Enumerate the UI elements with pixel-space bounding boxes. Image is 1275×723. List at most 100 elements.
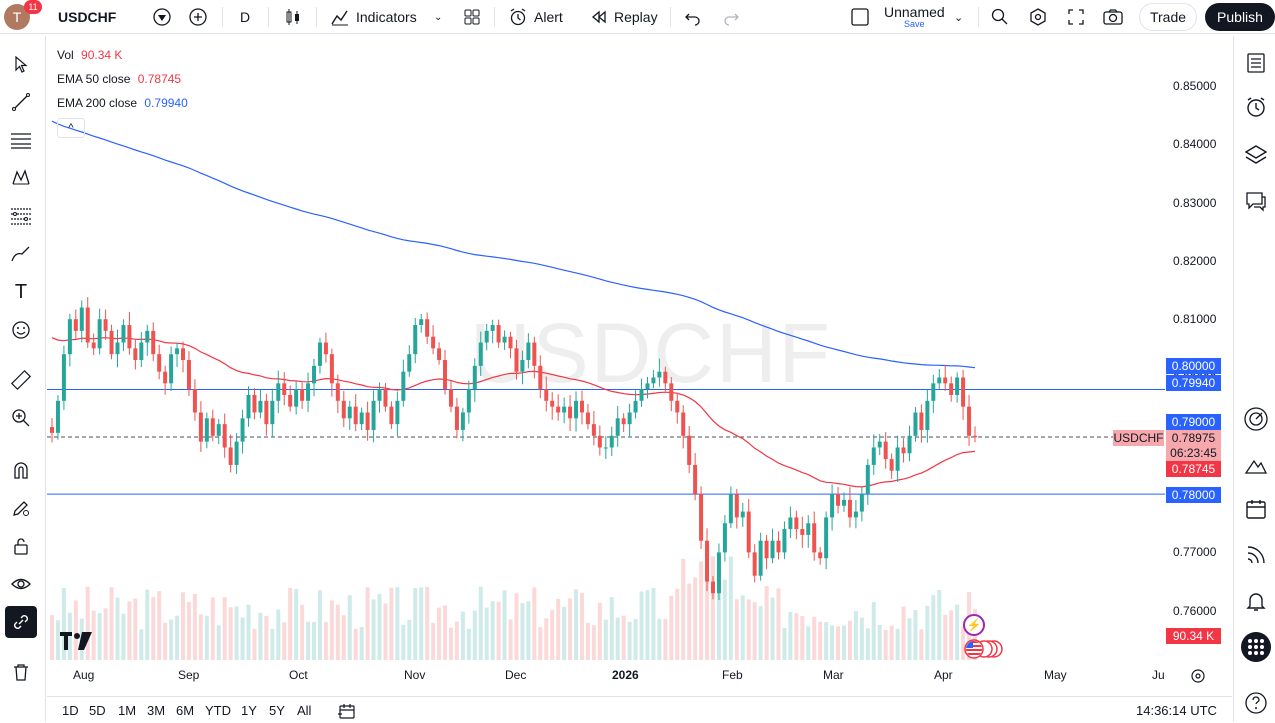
ema200-legend[interactable]: EMA 200 close 0.79940 <box>57 96 188 110</box>
alert-button[interactable]: Alert <box>508 0 563 34</box>
range-button-ytd[interactable]: YTD <box>205 703 231 718</box>
candle-body <box>127 325 132 349</box>
indicators-button[interactable]: Indicators <box>330 0 417 34</box>
candle-body <box>621 418 626 425</box>
eye-icon[interactable] <box>5 568 37 600</box>
apps-grid-icon[interactable] <box>1241 632 1271 662</box>
undo-icon[interactable] <box>684 0 702 34</box>
volume-bar <box>734 599 739 660</box>
volume-legend[interactable]: Vol 90.34 K <box>57 48 122 62</box>
notifications-bell-icon[interactable] <box>1241 586 1271 616</box>
candle-body <box>169 354 174 384</box>
candles-icon[interactable] <box>283 0 303 34</box>
favorite-icon[interactable] <box>152 0 172 34</box>
indicators-dropdown-icon[interactable]: ⌄ <box>434 11 443 23</box>
range-button-1d[interactable]: 1D <box>62 703 79 718</box>
magnet-icon[interactable] <box>5 454 37 486</box>
layout-select-icon[interactable] <box>850 0 870 34</box>
trend-line-icon[interactable] <box>5 86 37 118</box>
candle-body <box>716 552 721 594</box>
candle-body <box>949 383 954 395</box>
horizontal-lines-icon[interactable] <box>5 124 37 156</box>
candle-body <box>806 523 811 535</box>
fullscreen-icon[interactable] <box>1066 0 1086 34</box>
candle-body <box>347 406 352 419</box>
lock-icon[interactable] <box>5 530 37 562</box>
interval-button[interactable]: D <box>240 0 250 34</box>
redo-icon[interactable] <box>722 0 740 34</box>
range-button-5d[interactable]: 5D <box>89 703 106 718</box>
lock-drawing-pencil-icon[interactable] <box>5 492 37 524</box>
clock-timezone[interactable]: 14:36:14 UTC <box>1136 703 1217 718</box>
trash-icon[interactable] <box>5 656 37 688</box>
emoji-icon[interactable] <box>5 314 37 346</box>
snapshot-camera-icon[interactable] <box>1102 0 1124 34</box>
candle-body <box>317 342 322 366</box>
signal-feed-icon[interactable] <box>1241 540 1271 570</box>
cursor-icon[interactable] <box>5 48 37 80</box>
volume-bar <box>859 617 864 660</box>
help-icon[interactable] <box>1241 688 1271 718</box>
text-tool-icon[interactable]: T <box>14 280 28 303</box>
axis-settings-gear-icon[interactable] <box>1190 668 1206 689</box>
range-button-all[interactable]: All <box>297 703 312 718</box>
range-button-1m[interactable]: 1M <box>118 703 137 718</box>
layout-dropdown-icon[interactable]: ⌄ <box>954 11 964 24</box>
collapse-legend-chevron-up-icon[interactable]: ^ <box>57 118 85 138</box>
fib-retracement-icon[interactable] <box>5 200 37 232</box>
link-icon[interactable] <box>5 606 37 638</box>
templates-icon[interactable] <box>462 0 482 34</box>
ideas-triangle-icon[interactable] <box>1241 450 1271 480</box>
volume-bar <box>943 614 948 660</box>
replay-button[interactable]: Replay <box>590 0 658 34</box>
range-button-6m[interactable]: 6M <box>176 703 195 718</box>
candle-body <box>67 319 72 355</box>
candle-body <box>907 435 912 454</box>
tradingview-logo[interactable] <box>60 632 92 655</box>
watchlist-icon[interactable] <box>1241 48 1271 78</box>
range-button-3m[interactable]: 3M <box>147 703 166 718</box>
volume-bar <box>157 591 162 660</box>
volume-bar <box>234 606 239 660</box>
candle-body <box>758 540 763 576</box>
calendar-icon[interactable] <box>1241 494 1271 524</box>
event-lightning-icon[interactable]: ⚡ <box>963 614 985 636</box>
candle-body <box>532 342 537 366</box>
ema50-legend[interactable]: EMA 50 close 0.78745 <box>57 72 181 86</box>
volume-bar <box>163 622 168 660</box>
compare-symbol-icon[interactable] <box>188 0 208 34</box>
alerts-clock-icon[interactable] <box>1241 92 1271 122</box>
volume-bar <box>276 609 281 660</box>
chat-icon[interactable] <box>1241 186 1271 216</box>
candle-body <box>383 389 388 407</box>
date-range-calendar-icon[interactable] <box>338 702 356 723</box>
layout-name-button[interactable]: Unnamed Save <box>884 0 945 34</box>
candle-body <box>389 406 394 425</box>
candle-body <box>55 400 60 433</box>
zoom-in-icon[interactable] <box>5 402 37 434</box>
candle-body <box>502 336 507 343</box>
us-economic-events-flag-icon[interactable] <box>963 638 1003 665</box>
layers-icon[interactable] <box>1241 140 1271 170</box>
price-axis-label: 0.84000 <box>1173 137 1217 152</box>
symbol-search[interactable]: USDCHF <box>58 0 116 34</box>
interval-label: D <box>240 9 251 25</box>
pattern-icon[interactable] <box>5 162 37 194</box>
brush-icon[interactable] <box>5 238 37 270</box>
settings-gear-icon[interactable] <box>1028 0 1048 34</box>
candle-body <box>282 383 287 395</box>
volume-bar <box>389 587 394 660</box>
trade-button[interactable]: Trade <box>1139 3 1197 31</box>
range-button-5y[interactable]: 5Y <box>269 703 285 718</box>
ruler-icon[interactable] <box>5 364 37 396</box>
drawing-toolbar: T <box>0 36 46 722</box>
candle-body <box>782 529 787 553</box>
publish-button[interactable]: Publish <box>1205 3 1275 31</box>
volume-bar <box>836 626 841 660</box>
range-button-1y[interactable]: 1Y <box>241 703 257 718</box>
volume-bar <box>240 617 245 660</box>
volume-bar <box>353 628 358 660</box>
quick-search-icon[interactable] <box>990 0 1010 34</box>
target-icon[interactable] <box>1241 404 1271 434</box>
